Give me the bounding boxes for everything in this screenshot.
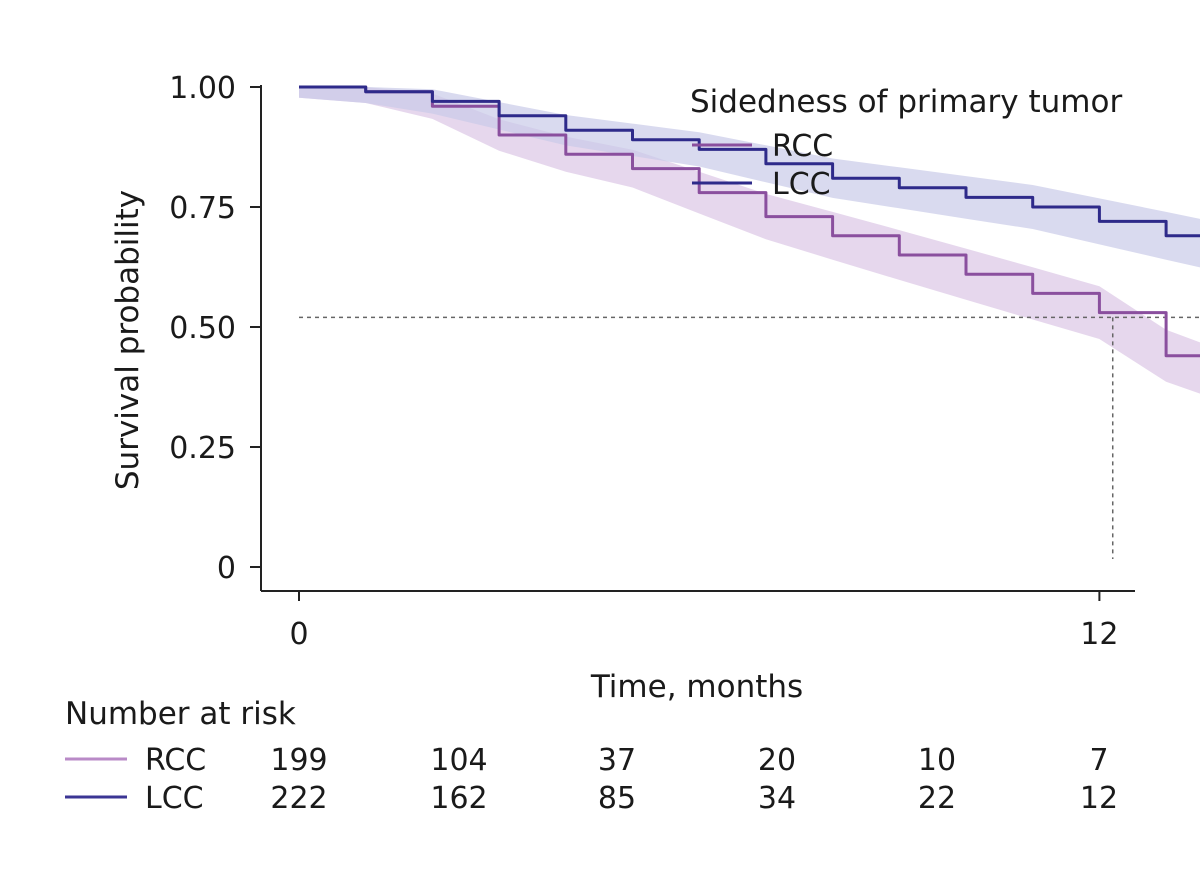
legend-title: Sidedness of primary tumor (690, 84, 1122, 120)
risk-value: 37 (598, 743, 636, 778)
legend-label-lcc: LCC (772, 167, 831, 202)
risk-value: 12 (1080, 781, 1118, 816)
y-tick-label: 0.75 (169, 191, 236, 226)
y-tick-label: 1.00 (169, 71, 236, 106)
survival-line-rcc (299, 85, 1200, 358)
y-axis-ticks: 0 0.25 0.50 0.75 1.00 (169, 71, 261, 586)
risk-value: 162 (430, 781, 487, 816)
survival-line-lcc (299, 85, 1200, 238)
survival-curves (299, 85, 1200, 358)
confidence-bands (299, 87, 1200, 394)
x-tick-label: 12 (1080, 617, 1118, 652)
risk-value: 22 (918, 781, 956, 816)
risk-value: 34 (758, 781, 796, 816)
risk-value: 10 (918, 743, 956, 778)
legend: Sidedness of primary tumor (690, 84, 1122, 120)
x-axis-ticks: 01224364860 (289, 591, 1118, 652)
risk-value: 85 (598, 781, 636, 816)
confidence-band-lcc (299, 87, 1200, 268)
risk-value: 20 (758, 743, 796, 778)
axes (260, 85, 1135, 592)
risk-value: 222 (270, 781, 327, 816)
risk-table-rows: RCC 199 104 37 20 10 7 LCC 222 162 85 34 22 12 (65, 743, 1118, 816)
number-at-risk-table: Number at risk (65, 696, 296, 732)
y-tick-label: 0.25 (169, 431, 236, 466)
risk-value: 7 (1089, 743, 1108, 778)
x-axis-title: Time, months (590, 669, 803, 705)
y-tick-label: 0 (217, 551, 236, 586)
risk-table-title: Number at risk (65, 696, 296, 732)
risk-value: 199 (270, 743, 327, 778)
y-tick-label: 0.50 (169, 311, 236, 346)
median-reference-lines (299, 316, 1200, 559)
risk-value: 104 (430, 743, 487, 778)
x-tick-label: 0 (289, 617, 308, 652)
risk-row-label-lcc: LCC (145, 781, 204, 816)
legend-label-rcc: RCC (772, 129, 833, 164)
y-axis-title: Survival probability (110, 190, 146, 490)
risk-row-label-rcc: RCC (145, 743, 206, 778)
